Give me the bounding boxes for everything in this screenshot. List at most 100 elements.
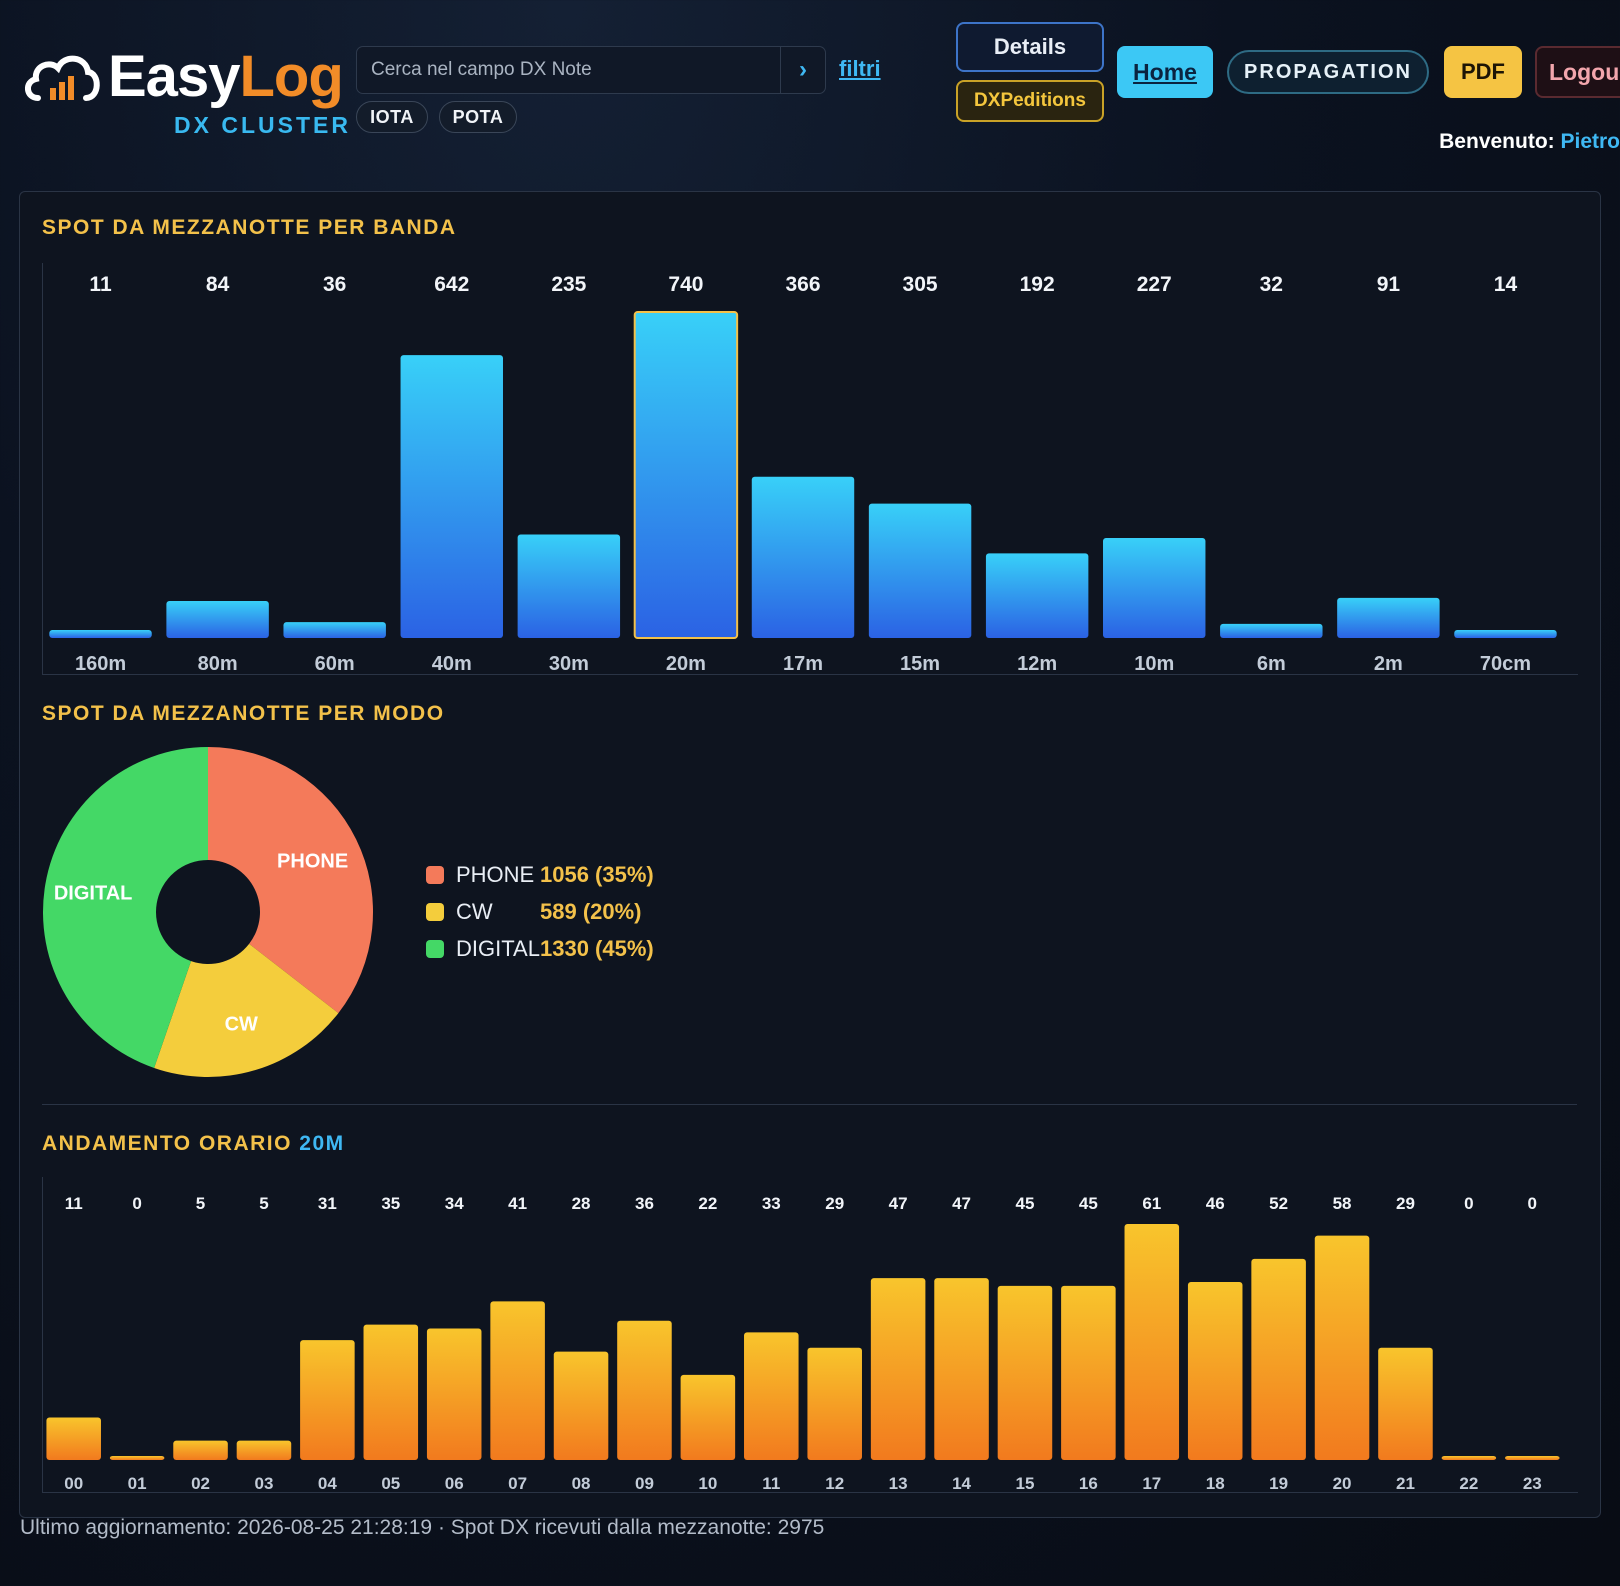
- slice-digital[interactable]: [43, 747, 208, 1068]
- bar-value-30m: 235: [551, 273, 586, 296]
- bar-05[interactable]: [363, 1324, 419, 1460]
- bar-15m[interactable]: [868, 503, 972, 638]
- bar-label-23: 23: [1523, 1474, 1542, 1493]
- bar-value-160m: 11: [89, 273, 112, 296]
- bar-label-07: 07: [508, 1474, 527, 1493]
- bar-01[interactable]: [109, 1456, 165, 1460]
- bar-label-70cm: 70cm: [1480, 653, 1531, 675]
- bar-40m[interactable]: [400, 355, 503, 638]
- bar-label-08: 08: [572, 1474, 591, 1493]
- dxpeditions-button[interactable]: DXPeditions: [956, 80, 1104, 122]
- logout-button[interactable]: Logou: [1535, 46, 1620, 98]
- bar-20m[interactable]: [633, 311, 739, 639]
- bar-label-10m: 10m: [1134, 653, 1174, 675]
- brand-subtitle: DX CLUSTER: [174, 112, 351, 138]
- bar-21[interactable]: [1378, 1347, 1433, 1460]
- bar-06[interactable]: [426, 1328, 482, 1460]
- bands-chart-title: SPOT DA MEZZANOTTE PER BANDA: [42, 216, 457, 239]
- hourly-title-text: ANDAMENTO ORARIO: [42, 1132, 292, 1155]
- legend-item-phone: PHONE 1056 (35%): [426, 860, 654, 890]
- filters-link[interactable]: filtri: [839, 56, 881, 81]
- bar-value-03: 5: [259, 1194, 268, 1213]
- bar-70cm[interactable]: [1454, 630, 1557, 638]
- bar-13[interactable]: [870, 1278, 926, 1460]
- bar-label-00: 00: [64, 1474, 83, 1493]
- bar-11[interactable]: [744, 1332, 799, 1460]
- bar-label-10: 10: [698, 1474, 717, 1493]
- bar-value-12: 29: [825, 1194, 844, 1213]
- bar-value-01: 0: [132, 1194, 141, 1213]
- bar-12m[interactable]: [985, 553, 1089, 638]
- bar-value-04: 31: [318, 1194, 337, 1213]
- slice-label-phone: PHONE: [277, 851, 348, 873]
- bar-label-21: 21: [1396, 1474, 1415, 1493]
- bar-2m[interactable]: [1337, 597, 1440, 638]
- bar-value-05: 35: [381, 1194, 400, 1213]
- modes-chart-title: SPOT DA MEZZANOTTE PER MODO: [42, 702, 445, 725]
- bar-19[interactable]: [1251, 1258, 1306, 1460]
- bar-14[interactable]: [934, 1278, 989, 1460]
- legend-label-phone: PHONE: [456, 862, 535, 887]
- bar-value-11: 33: [762, 1194, 781, 1213]
- bar-04[interactable]: [300, 1340, 355, 1460]
- bar-23[interactable]: [1505, 1456, 1560, 1460]
- bar-value-21: 29: [1396, 1194, 1415, 1213]
- hourly-chart-title: ANDAMENTO ORARIO 20M: [42, 1132, 345, 1156]
- welcome-text: Benvenuto: Pietro: [1439, 130, 1620, 154]
- home-button[interactable]: Home: [1117, 46, 1213, 98]
- bar-value-12m: 192: [1020, 273, 1055, 296]
- app-logo[interactable]: EasyLog DX CLUSTER: [20, 44, 348, 139]
- modes-donut-chart: PHONE CW DIGITAL: [43, 747, 373, 1077]
- pdf-button[interactable]: PDF: [1444, 46, 1522, 98]
- slice-cw[interactable]: [154, 943, 339, 1077]
- details-button[interactable]: Details: [956, 22, 1104, 72]
- bar-08[interactable]: [553, 1351, 609, 1460]
- bar-10[interactable]: [680, 1374, 736, 1460]
- bar-02[interactable]: [173, 1440, 228, 1460]
- brand-part1: Easy: [108, 44, 240, 109]
- iota-filter-pill[interactable]: IOTA: [356, 101, 428, 133]
- bar-20[interactable]: [1314, 1235, 1370, 1460]
- bar-17[interactable]: [1124, 1224, 1180, 1460]
- bar-value-18: 46: [1206, 1194, 1225, 1213]
- bar-label-20m: 20m: [666, 653, 706, 675]
- cw-swatch: [426, 903, 444, 921]
- bar-03[interactable]: [236, 1440, 292, 1460]
- bar-12[interactable]: [807, 1347, 862, 1460]
- legend-label-cw: CW: [456, 899, 493, 924]
- bar-value-06: 34: [445, 1194, 464, 1213]
- bar-07[interactable]: [490, 1301, 545, 1460]
- bar-value-02: 5: [196, 1194, 205, 1213]
- bar-18[interactable]: [1187, 1282, 1243, 1460]
- bar-09[interactable]: [617, 1320, 672, 1460]
- bar-label-60m: 60m: [315, 653, 355, 675]
- bar-value-10: 22: [698, 1194, 717, 1213]
- welcome-user[interactable]: Pietro: [1560, 130, 1620, 153]
- search-submit-button[interactable]: ›: [780, 47, 825, 93]
- search-input[interactable]: [357, 47, 781, 93]
- bar-label-30m: 30m: [549, 653, 589, 675]
- propagation-button[interactable]: PROPAGATION: [1227, 50, 1429, 94]
- bar-60m[interactable]: [283, 622, 386, 638]
- bar-value-80m: 84: [206, 273, 230, 296]
- bar-80m[interactable]: [166, 600, 269, 638]
- pota-filter-pill[interactable]: POTA: [439, 101, 517, 133]
- slice-phone[interactable]: [208, 747, 373, 1014]
- bar-6m[interactable]: [1220, 623, 1323, 638]
- hourly-chart-frame: [42, 1177, 1578, 1493]
- bar-label-04: 04: [318, 1474, 337, 1493]
- bar-value-00: 11: [65, 1194, 83, 1213]
- bar-22[interactable]: [1441, 1456, 1497, 1460]
- bar-30m[interactable]: [517, 534, 621, 638]
- bar-value-08: 28: [572, 1194, 591, 1213]
- section-divider: [42, 1104, 1577, 1105]
- bands-chart-frame: [42, 263, 1578, 675]
- bar-16[interactable]: [1061, 1285, 1116, 1460]
- bar-10m[interactable]: [1103, 537, 1206, 638]
- bar-label-02: 02: [191, 1474, 210, 1493]
- bar-160m[interactable]: [49, 630, 152, 638]
- bar-15[interactable]: [997, 1285, 1053, 1460]
- bar-17m[interactable]: [751, 476, 855, 638]
- bar-00[interactable]: [46, 1417, 101, 1460]
- bar-label-17: 17: [1142, 1474, 1161, 1493]
